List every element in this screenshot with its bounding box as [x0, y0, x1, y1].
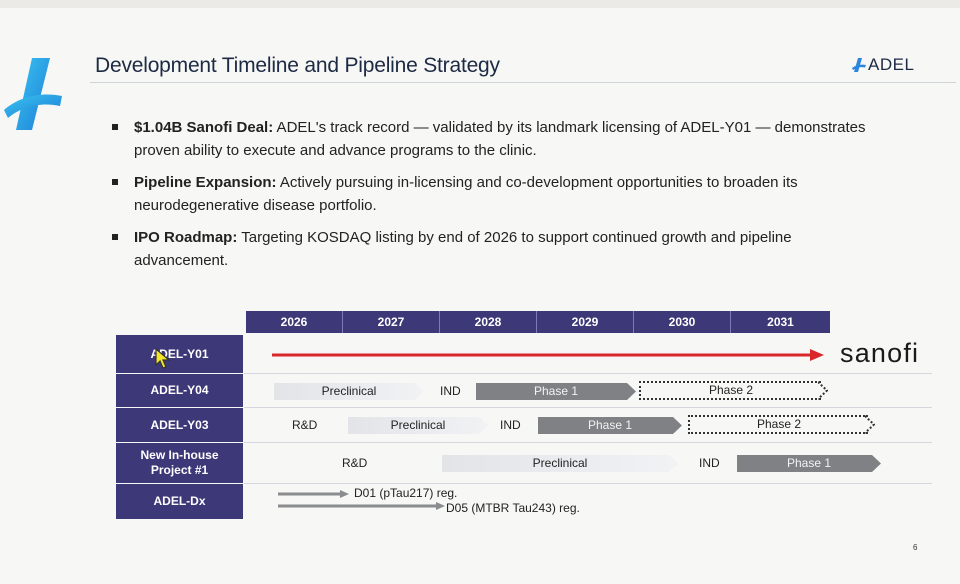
row-label-new-inhouse: New In-house Project #1 [116, 443, 243, 483]
row-label-adel-y04: ADEL-Y04 [116, 374, 243, 407]
bullet-lead: Pipeline Expansion: [134, 174, 277, 191]
row-label-line: New In-house [140, 448, 219, 462]
top-strip [0, 0, 960, 8]
bullet-ipo-roadmap: IPO Roadmap: Targeting KOSDAQ listing by… [110, 226, 870, 272]
row-divider [244, 407, 932, 408]
years-header: 2026 2027 2028 2029 2030 2031 [246, 311, 830, 333]
year-label: 2030 [634, 311, 731, 333]
year-label: 2026 [246, 311, 343, 333]
bullet-sanofi-deal: $1.04B Sanofi Deal: ADEL's track record … [110, 116, 870, 162]
mouse-cursor-icon [155, 348, 171, 369]
y03-preclinical-bar: Preclinical [348, 417, 488, 434]
inhouse-ind-milestone: IND [699, 456, 720, 470]
inhouse-preclinical-bar: Preclinical [442, 455, 678, 472]
y04-ind-milestone: IND [440, 384, 461, 398]
d01-arrow [278, 490, 349, 498]
arrow-tip-icon [818, 381, 828, 400]
year-label: 2029 [537, 311, 634, 333]
d05-registration: D05 (MTBR Tau243) reg. [446, 501, 580, 515]
row-divider [244, 373, 932, 374]
row-label-adel-y03: ADEL-Y03 [116, 408, 243, 442]
pipeline-timeline: 2026 2027 2028 2029 2030 2031 ADEL-Y01 A… [116, 311, 932, 521]
y04-phase1-bar: Phase 1 [476, 383, 636, 400]
brand-name: ADEL [868, 55, 915, 74]
bullet-text: Actively pursuing in-licensing and co-de… [134, 174, 798, 214]
adel-logo-icon [4, 58, 62, 130]
bullet-text: ADEL's track record — validated by its l… [134, 119, 866, 159]
inhouse-rd-phase: R&D [342, 456, 368, 470]
year-label: 2028 [440, 311, 537, 333]
d05-arrow [278, 502, 445, 510]
row-divider [244, 442, 932, 443]
title-divider [90, 82, 956, 83]
y03-rd-phase: R&D [292, 418, 318, 432]
bullet-list: $1.04B Sanofi Deal: ADEL's track record … [110, 116, 870, 281]
y01-progress-arrow [272, 349, 824, 361]
row-label-line: Project #1 [150, 463, 209, 477]
y04-preclinical-bar: Preclinical [274, 383, 424, 400]
bullet-text: Targeting KOSDAQ listing by end of 2026 … [134, 229, 792, 269]
adel-mark-icon [852, 58, 866, 72]
bullet-lead: IPO Roadmap: [134, 229, 238, 246]
page-number: 6 [913, 543, 918, 552]
sanofi-partner-logo: sanofi [840, 338, 920, 368]
arrow-tip-icon [865, 415, 875, 434]
d01-registration: D01 (pTau217) reg. [354, 486, 458, 500]
year-label: 2031 [767, 315, 794, 329]
y03-phase1-bar: Phase 1 [538, 417, 682, 434]
y04-phase2-planned-bar: Phase 2 [639, 381, 821, 400]
year-label: 2027 [343, 311, 440, 333]
bullet-lead: $1.04B Sanofi Deal: [134, 119, 274, 136]
brand-logo: ADEL [852, 55, 914, 75]
y03-phase2-planned-bar: Phase 2 [688, 415, 868, 434]
inhouse-phase1-bar: Phase 1 [737, 455, 881, 472]
row-label-adel-dx: ADEL-Dx [116, 484, 243, 519]
y03-ind-milestone: IND [500, 418, 521, 432]
page-title: Development Timeline and Pipeline Strate… [95, 54, 500, 77]
row-divider [244, 483, 932, 484]
bullet-pipeline-expansion: Pipeline Expansion: Actively pursuing in… [110, 171, 870, 217]
row-label-adel-y01: ADEL-Y01 [116, 335, 243, 373]
